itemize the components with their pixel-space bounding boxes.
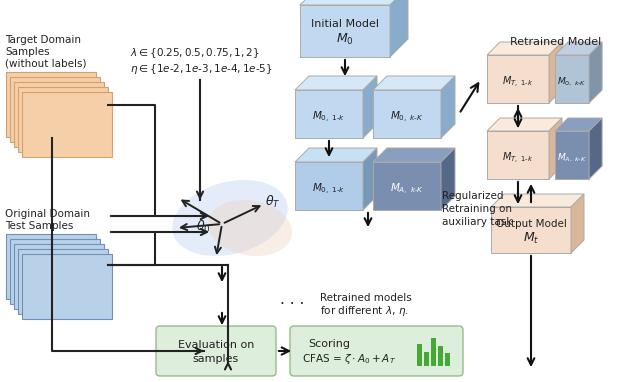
FancyBboxPatch shape	[445, 353, 450, 366]
Text: auxiliary task: auxiliary task	[442, 217, 513, 227]
Text: $M_{T,\ 1\text{-}k}$: $M_{T,\ 1\text{-}k}$	[502, 151, 534, 165]
Text: for different $\lambda$, $\eta$.: for different $\lambda$, $\eta$.	[320, 304, 409, 318]
FancyBboxPatch shape	[22, 254, 112, 319]
Polygon shape	[441, 76, 455, 138]
Text: Output Model: Output Model	[495, 219, 566, 229]
FancyBboxPatch shape	[10, 239, 100, 304]
Text: $\eta \in \{1e\text{-}2, 1e\text{-}3, 1e\text{-}4, 1e\text{-}5\}$: $\eta \in \{1e\text{-}2, 1e\text{-}3, 1e…	[130, 62, 273, 76]
Text: $\theta_0$: $\theta_0$	[196, 219, 211, 235]
Text: Evaluation on: Evaluation on	[178, 340, 254, 350]
FancyBboxPatch shape	[156, 326, 276, 376]
Text: $M_t$: $M_t$	[523, 230, 540, 246]
Text: Target Domain: Target Domain	[5, 35, 81, 45]
FancyBboxPatch shape	[290, 326, 463, 376]
Polygon shape	[295, 76, 377, 90]
Text: $M_0$: $M_0$	[336, 31, 354, 47]
Polygon shape	[295, 90, 363, 138]
Text: Test Samples: Test Samples	[5, 221, 74, 231]
Text: $\theta_T$: $\theta_T$	[265, 194, 280, 210]
Polygon shape	[491, 194, 584, 207]
Polygon shape	[300, 5, 390, 57]
Text: $M_{0,\ 1\text{-}k}$: $M_{0,\ 1\text{-}k}$	[312, 181, 346, 197]
FancyBboxPatch shape	[18, 249, 108, 314]
Text: Regularized: Regularized	[442, 191, 504, 201]
Polygon shape	[295, 162, 363, 210]
Text: $M_{A,\ k\text{-}K}$: $M_{A,\ k\text{-}K}$	[557, 152, 587, 164]
Polygon shape	[487, 118, 562, 131]
Text: Original Domain: Original Domain	[5, 209, 90, 219]
Polygon shape	[373, 90, 441, 138]
Text: Retrained models: Retrained models	[320, 293, 412, 303]
Text: Scoring: Scoring	[308, 339, 350, 349]
Text: Samples: Samples	[5, 47, 50, 57]
Polygon shape	[295, 148, 377, 162]
Polygon shape	[589, 118, 602, 179]
Text: Initial Model: Initial Model	[311, 19, 379, 29]
Polygon shape	[555, 42, 602, 55]
Polygon shape	[373, 76, 455, 90]
Polygon shape	[491, 207, 571, 253]
Text: Retrained Model: Retrained Model	[510, 37, 602, 47]
Polygon shape	[555, 118, 602, 131]
Polygon shape	[373, 162, 441, 210]
Polygon shape	[487, 131, 549, 179]
FancyBboxPatch shape	[18, 87, 108, 152]
Text: samples: samples	[193, 354, 239, 364]
Polygon shape	[441, 148, 455, 210]
FancyBboxPatch shape	[14, 82, 104, 147]
FancyBboxPatch shape	[424, 352, 429, 366]
FancyBboxPatch shape	[6, 234, 96, 299]
Text: $M_{T,\ 1\text{-}k}$: $M_{T,\ 1\text{-}k}$	[502, 74, 534, 89]
FancyBboxPatch shape	[10, 77, 100, 142]
Polygon shape	[589, 42, 602, 103]
Polygon shape	[549, 42, 562, 103]
Polygon shape	[549, 118, 562, 179]
Polygon shape	[555, 131, 589, 179]
Text: Retraining on: Retraining on	[442, 204, 512, 214]
FancyBboxPatch shape	[438, 346, 443, 366]
Polygon shape	[571, 194, 584, 253]
FancyBboxPatch shape	[22, 92, 112, 157]
Polygon shape	[390, 0, 408, 57]
Text: $M_{0,\ k\text{-}K}$: $M_{0,\ k\text{-}K}$	[390, 110, 424, 125]
Ellipse shape	[172, 180, 288, 256]
FancyBboxPatch shape	[417, 344, 422, 366]
Polygon shape	[487, 55, 549, 103]
Polygon shape	[363, 148, 377, 210]
Text: CFAS = $\zeta \cdot A_0 + A_T$: CFAS = $\zeta \cdot A_0 + A_T$	[302, 352, 396, 366]
Polygon shape	[487, 42, 562, 55]
Text: $M_{A,\ k\text{-}K}$: $M_{A,\ k\text{-}K}$	[390, 181, 424, 197]
FancyBboxPatch shape	[431, 338, 436, 366]
Ellipse shape	[208, 200, 292, 256]
Text: $\lambda \in \{0.25, 0.5, 0.75, 1, 2\}$: $\lambda \in \{0.25, 0.5, 0.75, 1, 2\}$	[130, 46, 259, 60]
Text: $M_{0,\ 1\text{-}k}$: $M_{0,\ 1\text{-}k}$	[312, 110, 346, 125]
Polygon shape	[300, 0, 408, 5]
FancyBboxPatch shape	[6, 72, 96, 137]
Polygon shape	[363, 76, 377, 138]
Polygon shape	[555, 55, 589, 103]
Text: (without labels): (without labels)	[5, 59, 86, 69]
FancyBboxPatch shape	[14, 244, 104, 309]
Text: $M_{0,\ k\text{-}K}$: $M_{0,\ k\text{-}K}$	[557, 76, 587, 88]
Polygon shape	[373, 148, 455, 162]
Text: . . .: . . .	[280, 293, 305, 308]
